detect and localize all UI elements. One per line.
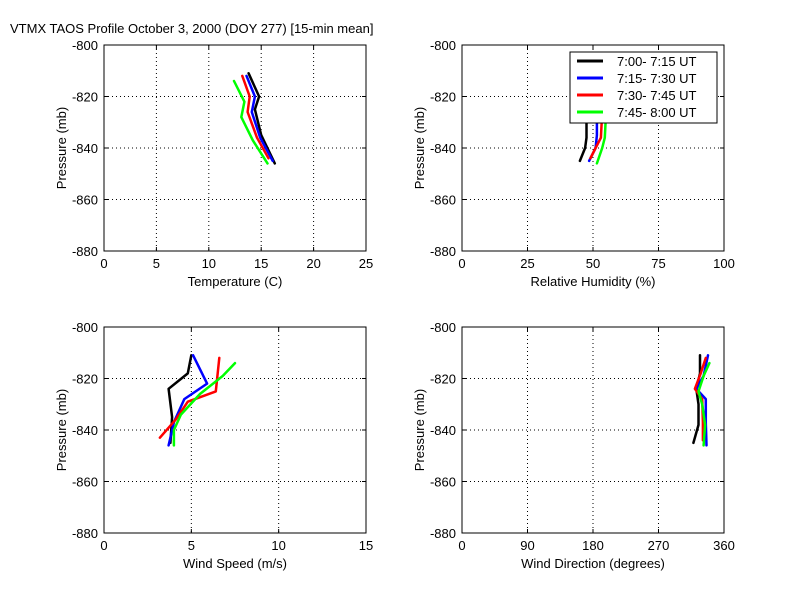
x-tick-label: 270 — [648, 538, 670, 553]
figure-title: VTMX TAOS Profile October 3, 2000 (DOY 2… — [10, 21, 373, 36]
chart-panel-3: 0 90 180 270 360 -800 -820 -840 -860 -880 Wind Dir… — [412, 320, 735, 571]
x-axis-label: Temperature (C) — [188, 274, 283, 289]
x-tick-label: 0 — [100, 538, 107, 553]
x-tick-label: 0 — [458, 538, 465, 553]
y-axis-label: Pressure (mb) — [54, 107, 69, 189]
plot-area — [104, 45, 366, 251]
x-tick-label: 25 — [520, 256, 534, 271]
x-tick-label: 360 — [713, 538, 735, 553]
y-tick-label: -820 — [72, 372, 98, 387]
y-tick-label: -820 — [430, 90, 456, 105]
x-tick-label: 15 — [359, 538, 373, 553]
x-tick-label: 90 — [520, 538, 534, 553]
y-tick-label: -860 — [72, 193, 98, 208]
y-tick-label: -860 — [430, 193, 456, 208]
axes-frame — [103, 44, 367, 252]
x-axis-label: Wind Speed (m/s) — [183, 556, 287, 571]
y-tick-label: -860 — [430, 475, 456, 490]
plot-area — [462, 327, 724, 533]
y-tick-label: -880 — [430, 244, 456, 259]
legend-label-1: 7:15- 7:30 UT — [617, 71, 697, 86]
series-line-3 — [232, 79, 269, 165]
y-axis-label: Pressure (mb) — [412, 107, 427, 189]
x-tick-label: 20 — [306, 256, 320, 271]
series-line-3 — [172, 361, 237, 447]
y-tick-label: -880 — [72, 526, 98, 541]
x-tick-label: 75 — [651, 256, 665, 271]
series-line-0 — [578, 108, 588, 163]
series-line-1 — [245, 74, 274, 163]
legend: 7:00- 7:15 UT 7:15- 7:30 UT 7:30- 7:45 U… — [569, 51, 718, 124]
y-tick-label: -840 — [72, 423, 98, 438]
axes-frame — [461, 44, 725, 252]
axes-frame — [461, 326, 725, 534]
x-tick-label: 100 — [713, 256, 735, 271]
y-tick-label: -880 — [430, 526, 456, 541]
y-tick-label: -860 — [72, 475, 98, 490]
x-axis-label: Relative Humidity (%) — [531, 274, 656, 289]
legend-label-2: 7:30- 7:45 UT — [617, 88, 697, 103]
y-tick-label: -840 — [430, 141, 456, 156]
series-line-0 — [247, 72, 277, 165]
y-axis-label: Pressure (mb) — [54, 389, 69, 471]
y-tick-label: -840 — [72, 141, 98, 156]
series-line-0 — [692, 354, 702, 445]
series-line-2 — [241, 74, 270, 160]
x-tick-label: 180 — [582, 538, 604, 553]
y-tick-label: -800 — [72, 38, 98, 53]
y-tick-label: -820 — [430, 372, 456, 387]
x-tick-label: 0 — [100, 256, 107, 271]
series-line-3 — [595, 110, 608, 165]
legend-label-3: 7:45- 8:00 UT — [617, 105, 697, 120]
y-tick-label: -800 — [72, 320, 98, 335]
axes-frame — [103, 326, 367, 534]
plot-area — [104, 327, 366, 533]
legend-label-0: 7:00- 7:15 UT — [617, 54, 697, 69]
y-tick-label: -840 — [430, 423, 456, 438]
x-tick-label: 25 — [359, 256, 373, 271]
x-tick-label: 10 — [271, 538, 285, 553]
x-tick-label: 0 — [458, 256, 465, 271]
y-tick-label: -820 — [72, 90, 98, 105]
y-axis-label: Pressure (mb) — [412, 389, 427, 471]
x-axis-label: Wind Direction (degrees) — [521, 556, 665, 571]
y-tick-label: -800 — [430, 320, 456, 335]
x-tick-label: 5 — [153, 256, 160, 271]
chart-panel-0: 0 5 10 15 20 25 -800 -820 -840 -860 -880 Temperatur… — [54, 38, 373, 289]
y-tick-label: -800 — [430, 38, 456, 53]
series-line-2 — [589, 110, 604, 160]
x-tick-label: 15 — [254, 256, 268, 271]
series-line-3 — [697, 361, 711, 447]
x-tick-label: 50 — [586, 256, 600, 271]
y-tick-label: -880 — [72, 244, 98, 259]
chart-panel-2: 0 5 10 15 -800 -820 -840 -860 -880 Wind Speed (m/… — [54, 320, 373, 571]
x-tick-label: 5 — [188, 538, 195, 553]
series-line-1 — [167, 354, 209, 447]
x-tick-label: 10 — [202, 256, 216, 271]
